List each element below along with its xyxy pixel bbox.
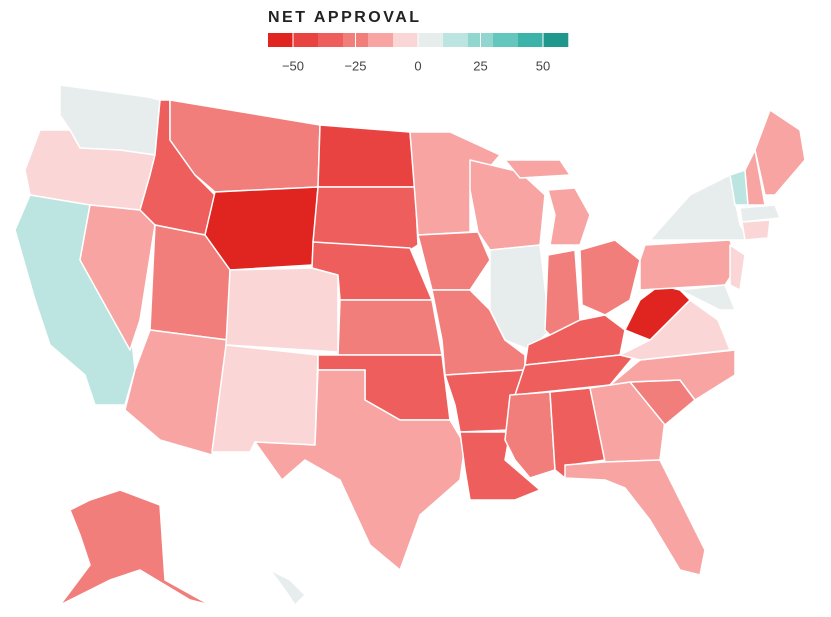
legend-title: NET APPROVAL	[268, 9, 422, 26]
legend-tick-label: −50	[282, 58, 304, 73]
legend-swatch	[418, 33, 444, 47]
region	[579, 239, 641, 316]
legend-swatch	[318, 33, 344, 47]
region	[564, 459, 706, 576]
region	[254, 369, 466, 571]
region	[211, 344, 319, 453]
region	[754, 109, 806, 196]
region	[444, 369, 526, 433]
region	[417, 231, 491, 291]
legend-tick-label: 50	[536, 58, 550, 73]
legend-tick-label: 0	[414, 58, 421, 73]
region	[269, 569, 306, 606]
legend-swatch	[368, 33, 394, 47]
region	[124, 329, 229, 456]
region	[504, 391, 556, 479]
region	[204, 186, 319, 271]
legend-tick-label: −25	[344, 58, 366, 73]
legend-swatch	[518, 33, 544, 47]
region	[639, 239, 739, 291]
region	[317, 124, 416, 188]
region	[312, 186, 419, 251]
legend-swatch	[393, 33, 419, 47]
region	[337, 299, 443, 356]
legend-swatch	[493, 33, 519, 47]
legend-tick-label: 25	[473, 58, 487, 73]
legend-swatch	[443, 33, 469, 47]
legend-swatch	[543, 33, 569, 47]
region	[729, 244, 746, 291]
legend-swatch	[293, 33, 319, 47]
region	[679, 284, 736, 311]
region	[744, 149, 766, 206]
region	[59, 489, 211, 606]
region	[741, 219, 771, 241]
region	[225, 267, 339, 353]
region	[504, 159, 591, 246]
region	[649, 174, 751, 241]
legend-swatch	[268, 33, 294, 47]
region	[431, 289, 526, 376]
region	[739, 204, 781, 223]
